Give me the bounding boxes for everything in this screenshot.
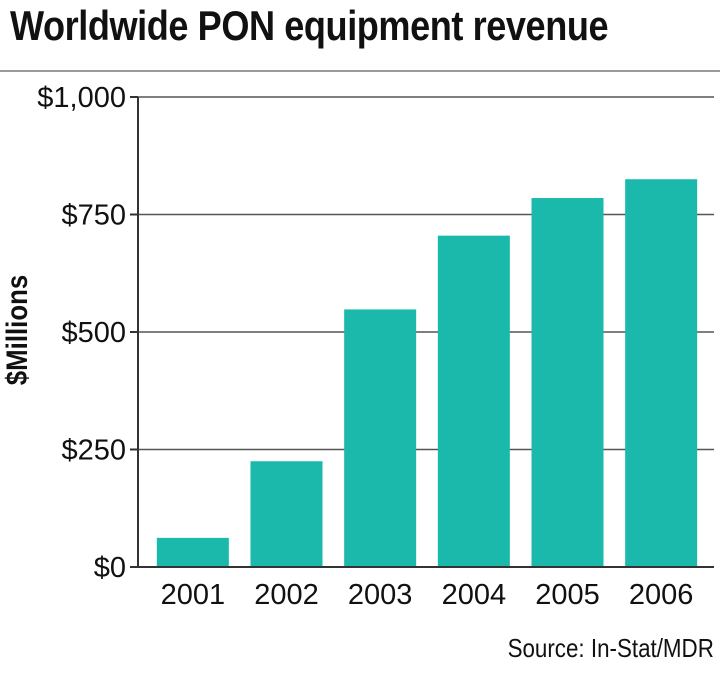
y-tick-label: $250 [61, 435, 126, 467]
gridlines [138, 96, 714, 451]
y-tick-label: $1,000 [37, 82, 126, 114]
bar-2004 [437, 235, 510, 567]
x-tick-labels: 2001 2002 2003 2004 2005 2006 [161, 579, 694, 611]
bars [156, 179, 698, 568]
x-tick-label: 2001 [161, 579, 226, 611]
bar-2003 [344, 309, 417, 567]
y-tick-label: $750 [61, 200, 126, 232]
y-tick-label: $500 [61, 317, 126, 349]
bar-2006 [625, 179, 698, 567]
bar-2005 [531, 198, 604, 568]
y-tick-label: $0 [94, 552, 126, 584]
source-note: Source: In-Stat/MDR [507, 633, 714, 663]
x-tick-label: 2006 [629, 579, 694, 611]
y-tick-labels: $0 $250 $500 $750 $1,000 [37, 82, 126, 584]
bar-2001 [156, 537, 229, 567]
axes [130, 96, 714, 568]
bar-2002 [250, 461, 323, 567]
x-tick-label: 2004 [442, 579, 507, 611]
x-tick-label: 2005 [535, 579, 600, 611]
title-divider [0, 70, 720, 72]
x-tick-label: 2002 [254, 579, 319, 611]
chart-title: Worldwide PON equipment revenue [10, 2, 609, 49]
x-tick-label: 2003 [348, 579, 413, 611]
